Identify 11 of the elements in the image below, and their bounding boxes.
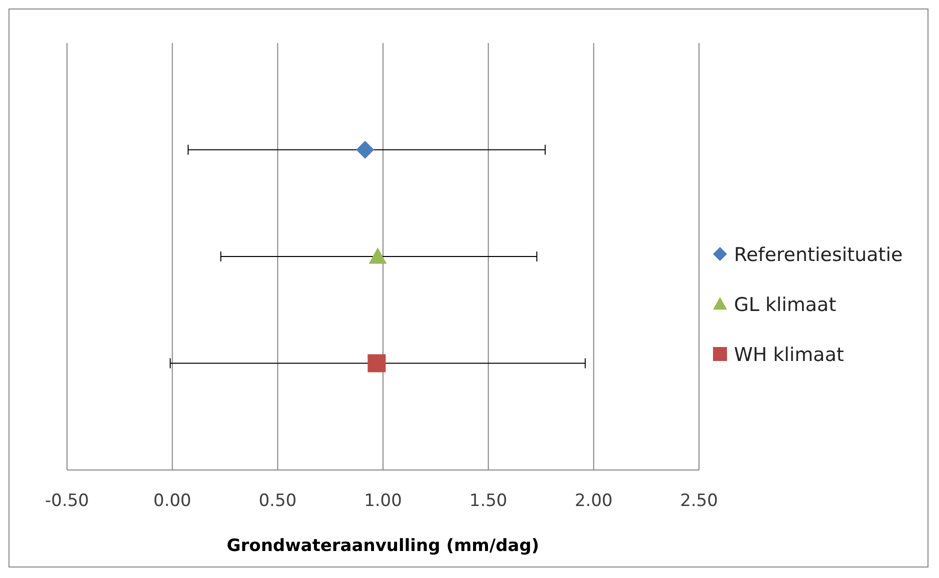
x-tick-label: -0.50	[45, 491, 89, 511]
x-tick-label: 2.50	[680, 491, 718, 511]
x-tick-label: 2.00	[574, 491, 613, 511]
legend-label: Referentiesituatie	[734, 244, 903, 266]
x-tick-label: 0.50	[258, 491, 297, 511]
x-tick-label: 1.00	[364, 491, 402, 511]
x-axis-title: Grondwateraanvulling (mm/dag)	[226, 536, 540, 556]
x-tick-label: 0.00	[153, 491, 192, 511]
x-tick-label: 1.50	[469, 491, 508, 511]
legend-label: GL klimaat	[734, 294, 836, 316]
legend-label: WH klimaat	[734, 344, 844, 366]
